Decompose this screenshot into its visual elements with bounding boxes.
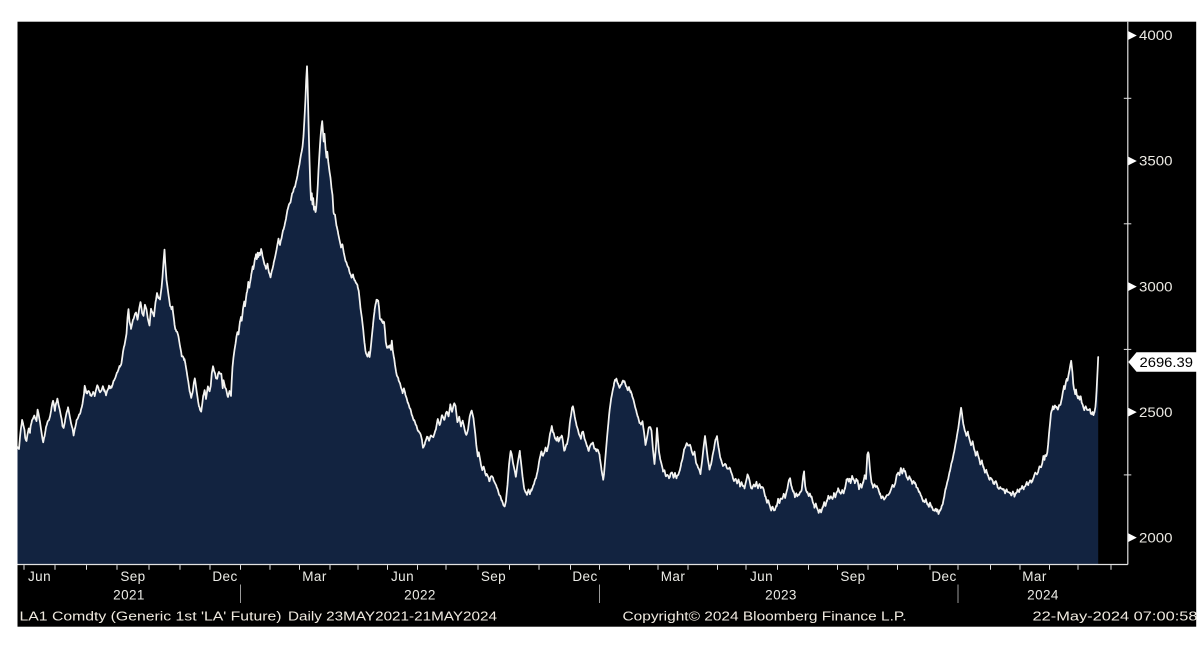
svg-text:Mar: Mar <box>302 569 327 584</box>
svg-text:2024: 2024 <box>1027 588 1059 603</box>
svg-text:Dec: Dec <box>931 569 956 584</box>
svg-text:Jun: Jun <box>391 569 414 584</box>
svg-text:Mar: Mar <box>1022 569 1047 584</box>
svg-text:4000: 4000 <box>1139 28 1173 43</box>
svg-text:Dec: Dec <box>572 569 597 584</box>
svg-text:2000: 2000 <box>1139 530 1173 545</box>
svg-text:Sep: Sep <box>481 569 506 584</box>
svg-text:Daily 23MAY2021-21MAY2024: Daily 23MAY2021-21MAY2024 <box>288 609 497 624</box>
svg-text:Copyright© 2024 Bloomberg Fina: Copyright© 2024 Bloomberg Finance L.P. <box>623 609 907 624</box>
svg-text:2021: 2021 <box>113 588 145 603</box>
svg-text:2500: 2500 <box>1139 405 1173 420</box>
svg-text:2022: 2022 <box>404 588 436 603</box>
svg-text:Sep: Sep <box>120 569 145 584</box>
svg-text:Jun: Jun <box>750 569 773 584</box>
svg-text:LA1 Comdty (Generic 1st 'LA' F: LA1 Comdty (Generic 1st 'LA' Future) <box>20 609 282 624</box>
svg-text:Jun: Jun <box>28 569 51 584</box>
svg-text:3000: 3000 <box>1139 279 1173 294</box>
svg-text:Mar: Mar <box>661 569 686 584</box>
svg-text:2023: 2023 <box>765 588 797 603</box>
svg-text:Dec: Dec <box>212 569 237 584</box>
svg-text:22-May-2024 07:00:58: 22-May-2024 07:00:58 <box>1033 609 1198 624</box>
svg-text:2696.39: 2696.39 <box>1140 355 1194 370</box>
svg-text:Sep: Sep <box>840 569 865 584</box>
svg-text:3500: 3500 <box>1139 154 1173 169</box>
